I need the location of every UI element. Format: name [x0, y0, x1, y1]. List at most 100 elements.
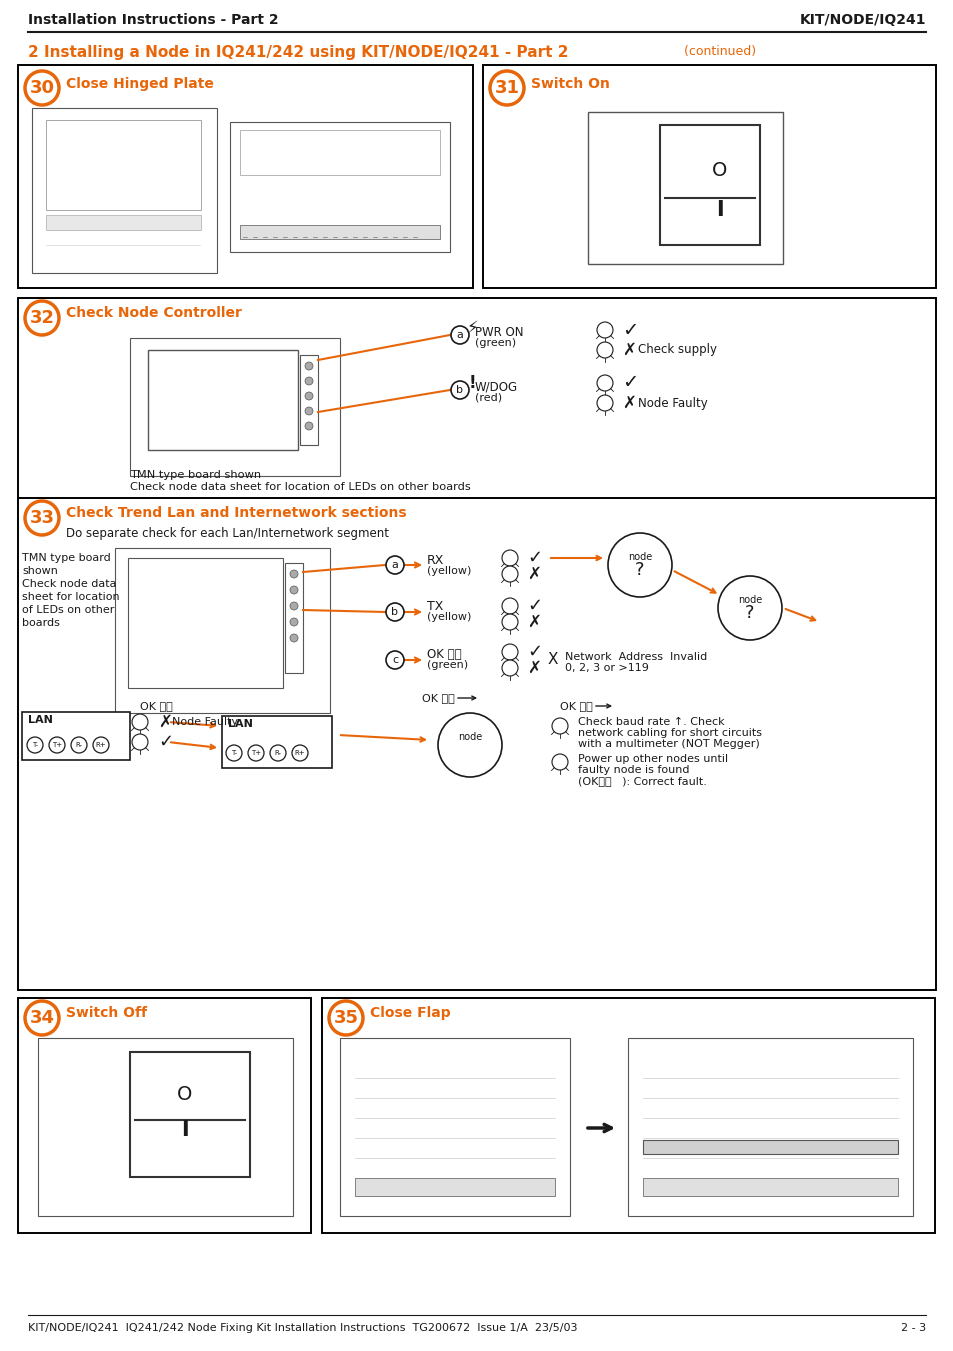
- Text: W/DOG: W/DOG: [475, 381, 517, 393]
- Text: !: !: [468, 374, 476, 392]
- Circle shape: [329, 1001, 363, 1035]
- Text: R+: R+: [95, 742, 106, 748]
- Text: with a multimeter (NOT Megger): with a multimeter (NOT Megger): [578, 739, 759, 748]
- Text: OK ⦳⦳: OK ⦳⦳: [559, 701, 592, 711]
- Bar: [587, 112, 782, 263]
- Text: (green): (green): [475, 338, 516, 349]
- Text: I: I: [716, 200, 723, 220]
- Text: I: I: [181, 1120, 189, 1140]
- Text: sheet for location: sheet for location: [22, 592, 119, 603]
- Circle shape: [132, 713, 148, 730]
- Bar: [32, 108, 216, 273]
- Text: TMN type board: TMN type board: [22, 553, 111, 563]
- Text: shown: shown: [22, 566, 58, 576]
- Text: 35: 35: [334, 1009, 358, 1027]
- Text: a: a: [391, 561, 398, 570]
- Bar: [627, 1038, 912, 1216]
- Circle shape: [292, 744, 308, 761]
- Text: Check Trend Lan and Internetwork sections: Check Trend Lan and Internetwork section…: [66, 507, 406, 520]
- Circle shape: [501, 661, 517, 676]
- Text: faulty node is found: faulty node is found: [578, 765, 689, 775]
- Circle shape: [248, 744, 264, 761]
- Circle shape: [718, 576, 781, 640]
- Text: Check baud rate ↑. Check: Check baud rate ↑. Check: [578, 717, 724, 727]
- Text: (yellow): (yellow): [427, 612, 471, 621]
- Text: ✗: ✗: [526, 659, 540, 677]
- Bar: [115, 549, 330, 713]
- Text: X: X: [547, 653, 558, 667]
- Text: ✓: ✓: [526, 549, 541, 567]
- Text: boards: boards: [22, 617, 60, 628]
- Circle shape: [501, 644, 517, 661]
- Text: ✓: ✓: [158, 734, 172, 751]
- Text: ✗: ✗: [526, 613, 540, 631]
- Circle shape: [552, 754, 567, 770]
- Bar: [299, 355, 317, 444]
- Text: (red): (red): [475, 393, 501, 403]
- Bar: [322, 998, 934, 1233]
- Circle shape: [305, 392, 313, 400]
- Bar: [659, 126, 760, 245]
- Text: 2 Installing a Node in IQ241/242 using KIT/NODE/IQ241 - Part 2: 2 Installing a Node in IQ241/242 using K…: [28, 45, 568, 59]
- Text: Node Faulty: Node Faulty: [638, 396, 707, 409]
- Circle shape: [49, 738, 65, 753]
- Text: Installation Instructions - Part 2: Installation Instructions - Part 2: [28, 14, 278, 27]
- Text: KIT/NODE/IQ241  IQ241/242 Node Fixing Kit Installation Instructions  TG200672  I: KIT/NODE/IQ241 IQ241/242 Node Fixing Kit…: [28, 1323, 577, 1333]
- Circle shape: [305, 377, 313, 385]
- Circle shape: [132, 734, 148, 750]
- Circle shape: [92, 738, 109, 753]
- Text: ✗: ✗: [621, 394, 636, 412]
- Text: node: node: [457, 732, 481, 742]
- Bar: [46, 120, 201, 209]
- Text: ✓: ✓: [526, 597, 541, 615]
- Text: ✓: ✓: [621, 320, 638, 339]
- Text: Do separate check for each Lan/Internetwork segment: Do separate check for each Lan/Internetw…: [66, 527, 389, 540]
- Text: KIT/NODE/IQ241: KIT/NODE/IQ241: [799, 14, 925, 27]
- Text: a: a: [456, 330, 463, 340]
- Text: Switch Off: Switch Off: [66, 1006, 147, 1020]
- Bar: [46, 215, 201, 230]
- Text: (yellow): (yellow): [427, 566, 471, 576]
- Circle shape: [270, 744, 286, 761]
- Text: Close Hinged Plate: Close Hinged Plate: [66, 77, 213, 91]
- Circle shape: [71, 738, 87, 753]
- Circle shape: [490, 72, 523, 105]
- Bar: [18, 65, 473, 288]
- Circle shape: [226, 744, 242, 761]
- Text: RX: RX: [427, 554, 444, 566]
- Bar: [642, 1140, 897, 1154]
- Text: Check supply: Check supply: [638, 343, 717, 357]
- Text: ✗: ✗: [526, 565, 540, 584]
- Bar: [355, 1178, 555, 1196]
- Text: Node Faulty: Node Faulty: [172, 717, 238, 727]
- Bar: [222, 716, 332, 767]
- Circle shape: [305, 407, 313, 415]
- Circle shape: [25, 72, 59, 105]
- Text: network cabling for short circuits: network cabling for short circuits: [578, 728, 761, 738]
- Circle shape: [27, 738, 43, 753]
- Circle shape: [501, 550, 517, 566]
- Text: 0, 2, 3 or >119: 0, 2, 3 or >119: [564, 663, 648, 673]
- Text: b: b: [456, 385, 463, 394]
- Text: TX: TX: [427, 600, 443, 612]
- Text: ⚡: ⚡: [466, 319, 477, 336]
- Circle shape: [607, 534, 671, 597]
- Text: R-: R-: [274, 750, 281, 757]
- Text: PWR ON: PWR ON: [475, 326, 523, 339]
- Bar: [130, 1052, 250, 1177]
- Bar: [482, 65, 935, 288]
- Text: 30: 30: [30, 78, 54, 97]
- Bar: [128, 558, 283, 688]
- Text: Check node data sheet for location of LEDs on other boards: Check node data sheet for location of LE…: [130, 482, 470, 492]
- Circle shape: [451, 326, 469, 345]
- Text: TMN type board shown: TMN type board shown: [130, 470, 261, 480]
- Bar: [339, 1038, 569, 1216]
- Bar: [230, 122, 450, 253]
- Text: node: node: [737, 594, 761, 605]
- Circle shape: [305, 362, 313, 370]
- Circle shape: [25, 301, 59, 335]
- Text: LAN: LAN: [28, 715, 52, 725]
- Text: O: O: [177, 1085, 193, 1105]
- Text: OK ⦳⦳: OK ⦳⦳: [427, 647, 461, 661]
- Text: O: O: [712, 161, 727, 180]
